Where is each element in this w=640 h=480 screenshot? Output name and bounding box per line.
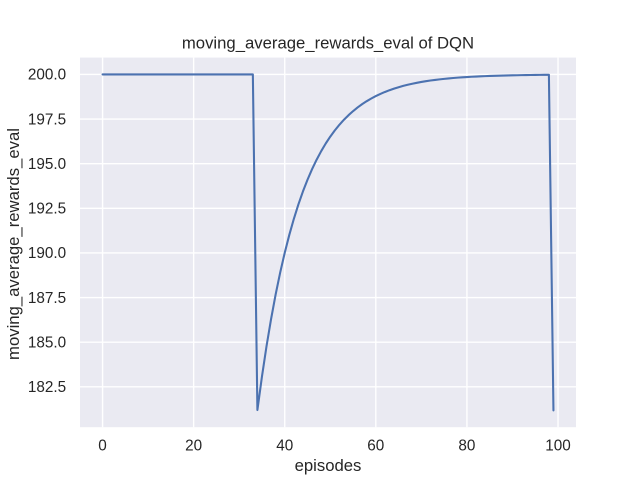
svg-text:182.5: 182.5 xyxy=(28,379,66,396)
svg-text:20: 20 xyxy=(185,438,202,455)
svg-text:0: 0 xyxy=(98,438,107,455)
svg-text:moving_average_rewards_eval of: moving_average_rewards_eval of DQN xyxy=(182,33,474,52)
svg-text:192.5: 192.5 xyxy=(28,201,66,218)
svg-text:episodes: episodes xyxy=(295,456,362,475)
svg-text:197.5: 197.5 xyxy=(28,111,66,128)
svg-text:190.0: 190.0 xyxy=(28,245,66,262)
svg-text:200.0: 200.0 xyxy=(28,67,66,84)
svg-text:40: 40 xyxy=(276,438,293,455)
svg-text:80: 80 xyxy=(458,438,475,455)
svg-text:moving_average_rewards_eval: moving_average_rewards_eval xyxy=(4,128,23,360)
svg-text:100: 100 xyxy=(545,438,571,455)
svg-text:185.0: 185.0 xyxy=(28,335,66,352)
svg-text:60: 60 xyxy=(367,438,384,455)
svg-text:187.5: 187.5 xyxy=(28,290,66,307)
svg-text:195.0: 195.0 xyxy=(28,156,66,173)
